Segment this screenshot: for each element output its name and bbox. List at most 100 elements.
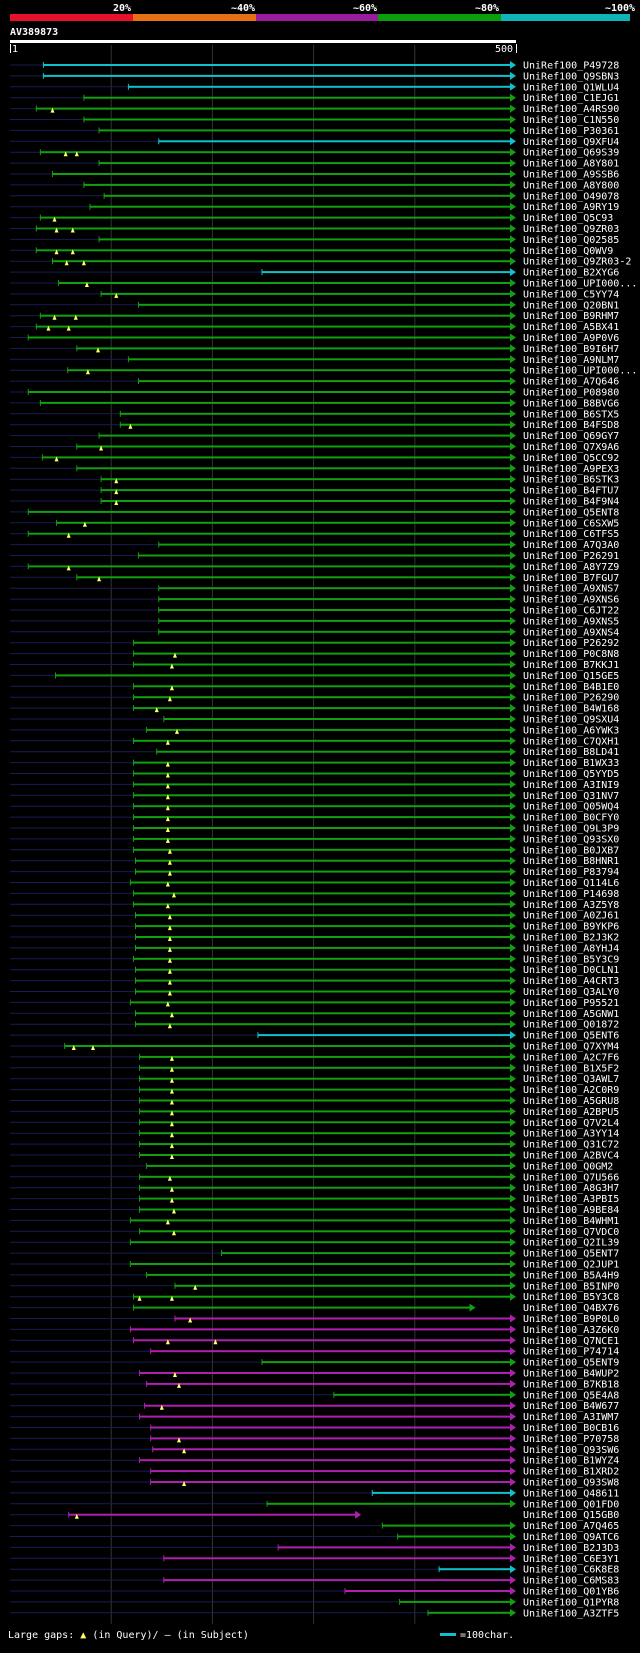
hit-row[interactable]: UniRef100_B0CFY0 [10,813,619,824]
hit-row[interactable]: UniRef100_Q20BN1 [10,300,619,311]
hit-label[interactable]: UniRef100_Q1WLU4 [523,82,619,93]
hit-row[interactable]: UniRef100_A8Y801 [10,159,619,170]
hit-label[interactable]: UniRef100_Q0WV9 [523,246,613,257]
hit-label[interactable]: UniRef100_B0JXB7 [523,845,619,856]
hit-row[interactable]: UniRef100_B9I6H7 [10,344,619,355]
hit-label[interactable]: UniRef100_A4RS90 [523,104,619,115]
hit-row[interactable]: UniRef100_B6STX5 [10,409,619,420]
hit-row[interactable]: UniRef100_P30361 [10,126,619,137]
hit-row[interactable]: UniRef100_Q3ALY0 [10,987,619,998]
hit-label[interactable]: UniRef100_B8LD41 [523,747,619,758]
hit-label[interactable]: UniRef100_A2C0R9 [523,1085,619,1096]
hit-label[interactable]: UniRef100_Q7XYM4 [523,1042,619,1053]
hit-label[interactable]: UniRef100_Q69S39 [523,148,619,159]
hit-label[interactable]: UniRef100_Q01872 [523,1020,619,1031]
hit-label[interactable]: UniRef100_B4FSD8 [523,420,619,431]
hit-label[interactable]: UniRef100_B4WHM1 [523,1216,619,1227]
hit-label[interactable]: UniRef100_A2BVC4 [523,1151,619,1162]
hit-row[interactable]: UniRef100_B4W168 [10,704,619,715]
hit-row[interactable]: UniRef100_Q5ENT6 [10,1031,619,1042]
hit-label[interactable]: UniRef100_B9RHM7 [523,311,619,322]
hit-label[interactable]: UniRef100_Q3AWL7 [523,1074,619,1085]
hit-label[interactable]: UniRef100_Q3ALY0 [523,987,619,998]
hit-row[interactable]: UniRef100_Q69GY7 [10,431,619,442]
hit-label[interactable]: UniRef100_Q7V2L4 [523,1118,619,1129]
hit-label[interactable]: UniRef100_Q9SBN3 [523,71,619,82]
hit-label[interactable]: UniRef100_A8Y800 [523,180,619,191]
hit-label[interactable]: UniRef100_B1WX33 [523,758,619,769]
hit-row[interactable]: UniRef100_A2C0R9 [10,1085,619,1096]
hit-row[interactable]: UniRef100_A9BE84 [10,1205,619,1216]
hit-label[interactable]: UniRef100_P08980 [523,388,619,399]
hit-label[interactable]: UniRef100_Q5ENT7 [523,1249,619,1260]
hit-label[interactable]: UniRef100_Q7NCE1 [523,1336,619,1347]
hit-label[interactable]: UniRef100_Q2IL39 [523,1238,619,1249]
hit-row[interactable]: UniRef100_B5INP0 [10,1281,619,1292]
hit-row[interactable]: UniRef100_Q9ZR03-2 [10,257,631,268]
hit-label[interactable]: UniRef100_A4CRT3 [523,976,619,987]
hit-row[interactable]: UniRef100_B2J3D3 [10,1543,619,1554]
hit-label[interactable]: UniRef100_C6E3Y1 [523,1554,619,1565]
hit-row[interactable]: UniRef100_Q5ENT8 [10,507,619,518]
hit-row[interactable]: UniRef100_Q1WLU4 [10,82,619,93]
hit-label[interactable]: UniRef100_A7Q3A0 [523,540,619,551]
hit-label[interactable]: UniRef100_Q9L3P9 [523,824,619,835]
hit-row[interactable]: UniRef100_A0ZJ61 [10,911,619,922]
hit-row[interactable]: UniRef100_A3YY14 [10,1129,619,1140]
hit-row[interactable]: UniRef100_Q3AWL7 [10,1074,619,1085]
hit-label[interactable]: UniRef100_P26292 [523,638,619,649]
hit-row[interactable]: UniRef100_A3Z5Y8 [10,900,619,911]
hit-label[interactable]: UniRef100_P83794 [523,867,619,878]
hit-row[interactable]: UniRef100_Q9XFU4 [10,137,619,148]
hit-label[interactable]: UniRef100_B5Y3C8 [523,1292,619,1303]
hit-row[interactable]: UniRef100_B7KKJ1 [10,660,619,671]
hit-row[interactable]: UniRef100_A8G3H7 [10,1183,619,1194]
hit-row[interactable]: UniRef100_A6YWK3 [10,725,619,736]
hit-label[interactable]: UniRef100_Q114L6 [523,878,619,889]
hit-label[interactable]: UniRef100_P0C8N8 [523,649,619,660]
hit-row[interactable]: UniRef100_P74714 [10,1347,619,1358]
hit-row[interactable]: UniRef100_C1EJG1 [10,93,619,104]
hit-label[interactable]: UniRef100_Q7X9A6 [523,442,619,453]
hit-label[interactable]: UniRef100_A6YWK3 [523,725,619,736]
hit-row[interactable]: UniRef100_B2J3K2 [10,933,619,944]
hit-row[interactable]: UniRef100_B6STK3 [10,475,619,486]
hit-label[interactable]: UniRef100_Q31C72 [523,1140,619,1151]
hit-row[interactable]: UniRef100_Q5E4A8 [10,1390,619,1401]
hit-label[interactable]: UniRef100_Q05WQ4 [523,802,619,813]
hit-label[interactable]: UniRef100_C1EJG1 [523,93,619,104]
hit-row[interactable]: UniRef100_Q4BX76 [10,1303,619,1314]
hit-row[interactable]: UniRef100_A9SSB6 [10,170,619,181]
hit-label[interactable]: UniRef100_Q5ENT8 [523,507,619,518]
hit-row[interactable]: UniRef100_Q7U566 [10,1172,619,1183]
hit-row[interactable]: UniRef100_Q31C72 [10,1140,619,1151]
hit-label[interactable]: UniRef100_A8G3H7 [523,1183,619,1194]
hit-row[interactable]: UniRef100_B4FSD8 [10,420,619,431]
hit-row[interactable]: UniRef100_A7Q646 [10,377,619,388]
hit-row[interactable]: UniRef100_P26291 [10,551,619,562]
hit-row[interactable]: UniRef100_B2XYG6 [10,268,619,279]
hit-row[interactable]: UniRef100_B0JXB7 [10,845,619,856]
hit-label[interactable]: UniRef100_Q15GB0 [523,1510,619,1521]
hit-row[interactable]: UniRef100_Q9L3P9 [10,824,619,835]
hit-row[interactable]: UniRef100_Q2JUP1 [10,1260,619,1271]
hit-row[interactable]: UniRef100_Q7VDC0 [10,1227,619,1238]
hit-row[interactable]: UniRef100_Q93SX0 [10,834,619,845]
hit-label[interactable]: UniRef100_A9XNS5 [523,616,619,627]
hit-label[interactable]: UniRef100_Q20BN1 [523,300,619,311]
hit-label[interactable]: UniRef100_Q93SW8 [523,1478,619,1489]
hit-row[interactable]: UniRef100_B8HNR1 [10,856,619,867]
hit-label[interactable]: UniRef100_B9I6H7 [523,344,619,355]
hit-row[interactable]: UniRef100_Q9SXU4 [10,715,619,726]
hit-label[interactable]: UniRef100_B4F9N4 [523,497,619,508]
hit-label[interactable]: UniRef100_Q93SW6 [523,1445,619,1456]
hit-label[interactable]: UniRef100_Q5YYD5 [523,769,619,780]
hit-label[interactable]: UniRef100_A2C7F6 [523,1052,619,1063]
hit-row[interactable]: UniRef100_Q01FD0 [10,1499,619,1510]
hit-label[interactable]: UniRef100_B8HNR1 [523,856,619,867]
hit-row[interactable]: UniRef100_P83794 [10,867,619,878]
hit-label[interactable]: UniRef100_P14698 [523,889,619,900]
hit-label[interactable]: UniRef100_Q69GY7 [523,431,619,442]
hit-row[interactable]: UniRef100_Q2IL39 [10,1238,619,1249]
hit-row[interactable]: UniRef100_P49728 [10,61,619,72]
